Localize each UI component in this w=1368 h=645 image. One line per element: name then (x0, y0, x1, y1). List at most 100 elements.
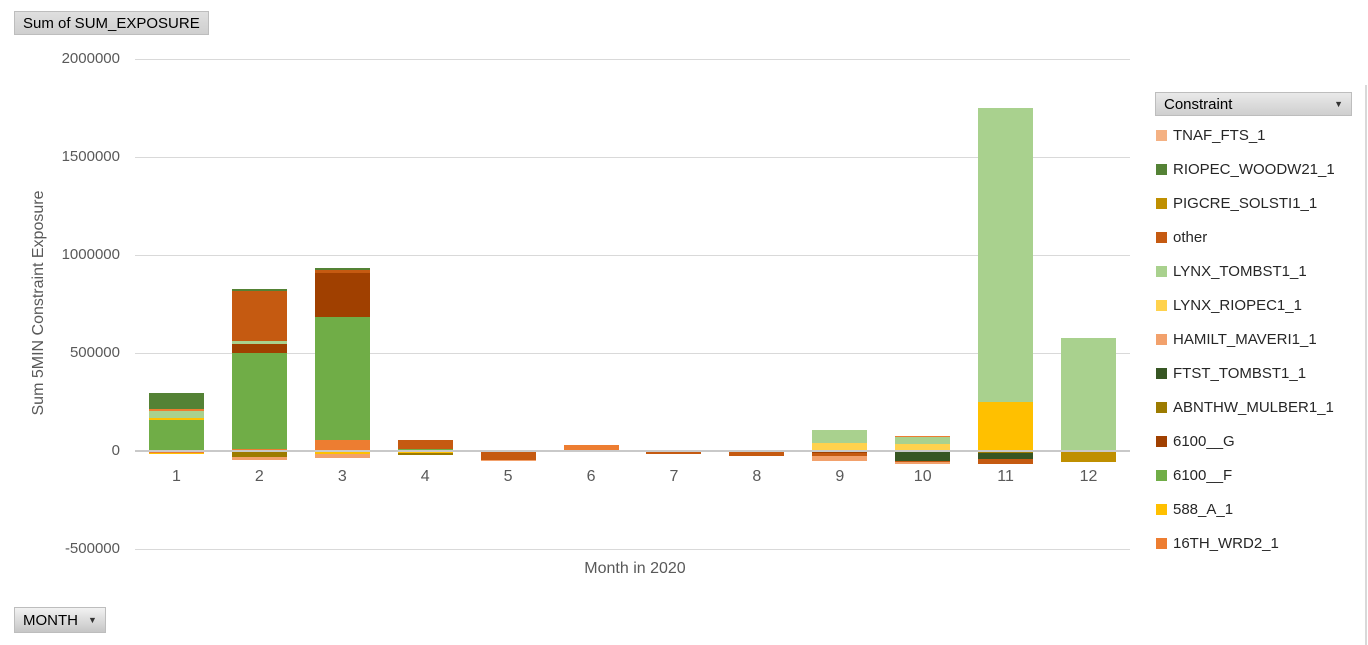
bar-segment-LYNX_RIOPEC1_1[interactable] (812, 442, 868, 451)
bar-segment-LYNX_RIOPEC1_1[interactable] (895, 443, 951, 451)
bar-segment-588_A_1[interactable] (314, 451, 370, 455)
bar-segment-other[interactable] (231, 291, 287, 342)
legend-item-6100__G[interactable]: 6100__G (1156, 431, 1361, 452)
legend-swatch-icon (1156, 130, 1167, 141)
legend-item-RIOPEC_WOODW21_1[interactable]: RIOPEC_WOODW21_1 (1156, 159, 1361, 180)
bar-segment-588_A_1[interactable] (148, 418, 204, 421)
legend-item-LYNX_RIOPEC1_1[interactable]: LYNX_RIOPEC1_1 (1156, 295, 1361, 316)
gridline (135, 254, 1130, 256)
bar-segment-16TH_WRD2_1[interactable] (314, 440, 370, 451)
y-tick-label: 1500000 (61, 148, 120, 165)
chevron-down-icon: ▼ (88, 614, 97, 625)
legend-item-label: LYNX_TOMBST1_1 (1173, 263, 1307, 280)
legend-item-TNAF_FTS_1[interactable]: TNAF_FTS_1 (1156, 125, 1361, 146)
bar-segment-ABNTHW_MULBER1_1[interactable] (978, 451, 1034, 454)
legend-item-ABNTHW_MULBER1_1[interactable]: ABNTHW_MULBER1_1 (1156, 397, 1361, 418)
bar-segment-6100__F[interactable] (314, 316, 370, 441)
x-tick-label: 4 (420, 468, 430, 485)
legend-swatch-icon (1156, 334, 1167, 345)
bar-segment-HAMILT_MAVERI1_1[interactable] (314, 454, 370, 459)
bar-segment-RIOPEC_WOODW21_1[interactable] (231, 289, 287, 292)
y-tick-label: 0 (111, 442, 120, 459)
legend-item-FTST_TOMBST1_1[interactable]: FTST_TOMBST1_1 (1156, 363, 1361, 384)
bar-segment-FTST_TOMBST1_1[interactable] (978, 453, 1034, 460)
y-axis-title: Sum 5MIN Constraint Exposure (30, 190, 47, 416)
legend-item-label: LYNX_RIOPEC1_1 (1173, 297, 1302, 314)
bar-segment-other[interactable] (729, 451, 785, 457)
bar-segment-6100__F[interactable] (231, 353, 287, 450)
legend-item-label: ABNTHW_MULBER1_1 (1173, 399, 1334, 416)
legend-item-label: 588_A_1 (1173, 501, 1234, 518)
bar-segment-16TH_WRD2_1[interactable] (148, 409, 204, 412)
bar-segment-other[interactable] (480, 451, 536, 460)
bar-segment-HAMILT_MAVERI1_1[interactable] (231, 456, 287, 461)
legend: TNAF_FTS_1 RIOPEC_WOODW21_1 PIGCRE_SOLSTI1… (1156, 125, 1361, 554)
legend-swatch-icon (1156, 300, 1167, 311)
legend-swatch-icon (1156, 436, 1167, 447)
x-tick-label: 5 (503, 468, 513, 485)
bar-segment-HAMILT_MAVERI1_1[interactable] (812, 455, 868, 462)
value-field-button-label: Sum of SUM_EXPOSURE (23, 14, 200, 32)
x-axis-title: Month in 2020 (584, 560, 686, 577)
legend-item-16TH_WRD2_1[interactable]: 16TH_WRD2_1 (1156, 533, 1361, 554)
bar-segment-LYNX_TOMBST1_1[interactable] (895, 437, 951, 444)
legend-item-label: FTST_TOMBST1_1 (1173, 365, 1307, 382)
legend-item-label: 16TH_WRD2_1 (1173, 535, 1279, 552)
legend-item-other[interactable]: other (1156, 227, 1361, 248)
bar-segment-16TH_WRD2_1[interactable] (563, 444, 619, 451)
bar-segment-6100__G[interactable] (314, 273, 370, 317)
bar-segment-FTST_TOMBST1_1[interactable] (895, 451, 951, 461)
category-axis-line (135, 450, 1130, 452)
legend-field-button-label: Constraint (1164, 95, 1233, 113)
bar-segment-LYNX_TOMBST1_1[interactable] (812, 430, 868, 443)
value-field-button[interactable]: Sum of SUM_EXPOSURE (14, 11, 209, 35)
bar-segment-LYNX_TOMBST1_1[interactable] (1061, 337, 1117, 451)
bar-segment-other[interactable] (314, 269, 370, 274)
bar-segment-6100__F[interactable] (148, 420, 204, 451)
x-tick-label: 6 (586, 468, 596, 485)
bar-segment-ABNTHW_MULBER1_1[interactable] (397, 452, 453, 455)
legend-swatch-icon (1156, 538, 1167, 549)
legend-swatch-icon (1156, 164, 1167, 175)
axis-field-button[interactable]: MONTH ▼ (14, 607, 106, 633)
legend-item-label: TNAF_FTS_1 (1173, 127, 1266, 144)
legend-swatch-icon (1156, 470, 1167, 481)
bar-segment-LYNX_TOMBST1_1[interactable] (978, 108, 1034, 402)
bar-segment-588_A_1[interactable] (148, 452, 204, 454)
legend-swatch-icon (1156, 232, 1167, 243)
legend-swatch-icon (1156, 266, 1167, 277)
legend-item-PIGCRE_SOLSTI1_1[interactable]: PIGCRE_SOLSTI1_1 (1156, 193, 1361, 214)
legend-item-588_A_1[interactable]: 588_A_1 (1156, 499, 1361, 520)
bar-segment-LYNX_TOMBST1_1[interactable] (148, 411, 204, 419)
bar-segment-RIOPEC_WOODW21_1[interactable] (314, 267, 370, 270)
legend-item-LYNX_TOMBST1_1[interactable]: LYNX_TOMBST1_1 (1156, 261, 1361, 282)
x-tick-label: 7 (669, 468, 679, 485)
legend-item-label: other (1173, 229, 1208, 246)
legend-swatch-icon (1156, 368, 1167, 379)
bar-segment-LYNX_TOMBST1_1[interactable] (231, 341, 287, 344)
bar-segment-6100__G[interactable] (231, 343, 287, 354)
legend-item-HAMILT_MAVERI1_1[interactable]: HAMILT_MAVERI1_1 (1156, 329, 1361, 350)
bar-segment-other[interactable] (812, 452, 868, 456)
bar-segment-588_A_1[interactable] (978, 402, 1034, 451)
legend-item-label: PIGCRE_SOLSTI1_1 (1173, 195, 1318, 212)
bar-segment-HAMILT_MAVERI1_1[interactable] (895, 462, 951, 465)
x-tick-label: 10 (913, 468, 932, 485)
bar-segment-other[interactable] (895, 460, 951, 463)
bar-segment-HAMILT_MAVERI1_1[interactable] (480, 459, 536, 462)
legend-field-button[interactable]: Constraint ▼ (1155, 92, 1352, 116)
bar-segment-other[interactable] (646, 451, 702, 454)
legend-item-label: 6100__F (1173, 467, 1233, 484)
x-tick-label: 9 (835, 468, 845, 485)
bar-segment-RIOPEC_WOODW21_1[interactable] (148, 393, 204, 410)
bar-segment-other[interactable] (397, 440, 453, 450)
x-tick-label: 3 (337, 468, 347, 485)
x-tick-label: 11 (997, 468, 1014, 485)
bar-segment-16TH_WRD2_1[interactable] (895, 435, 951, 438)
bar-segment-other[interactable] (978, 459, 1034, 465)
legend-item-6100__F[interactable]: 6100__F (1156, 465, 1361, 486)
chart-right-border (1365, 85, 1367, 645)
bar-segment-ABNTHW_MULBER1_1[interactable] (231, 451, 287, 457)
bar-segment-PIGCRE_SOLSTI1_1[interactable] (1061, 451, 1117, 463)
